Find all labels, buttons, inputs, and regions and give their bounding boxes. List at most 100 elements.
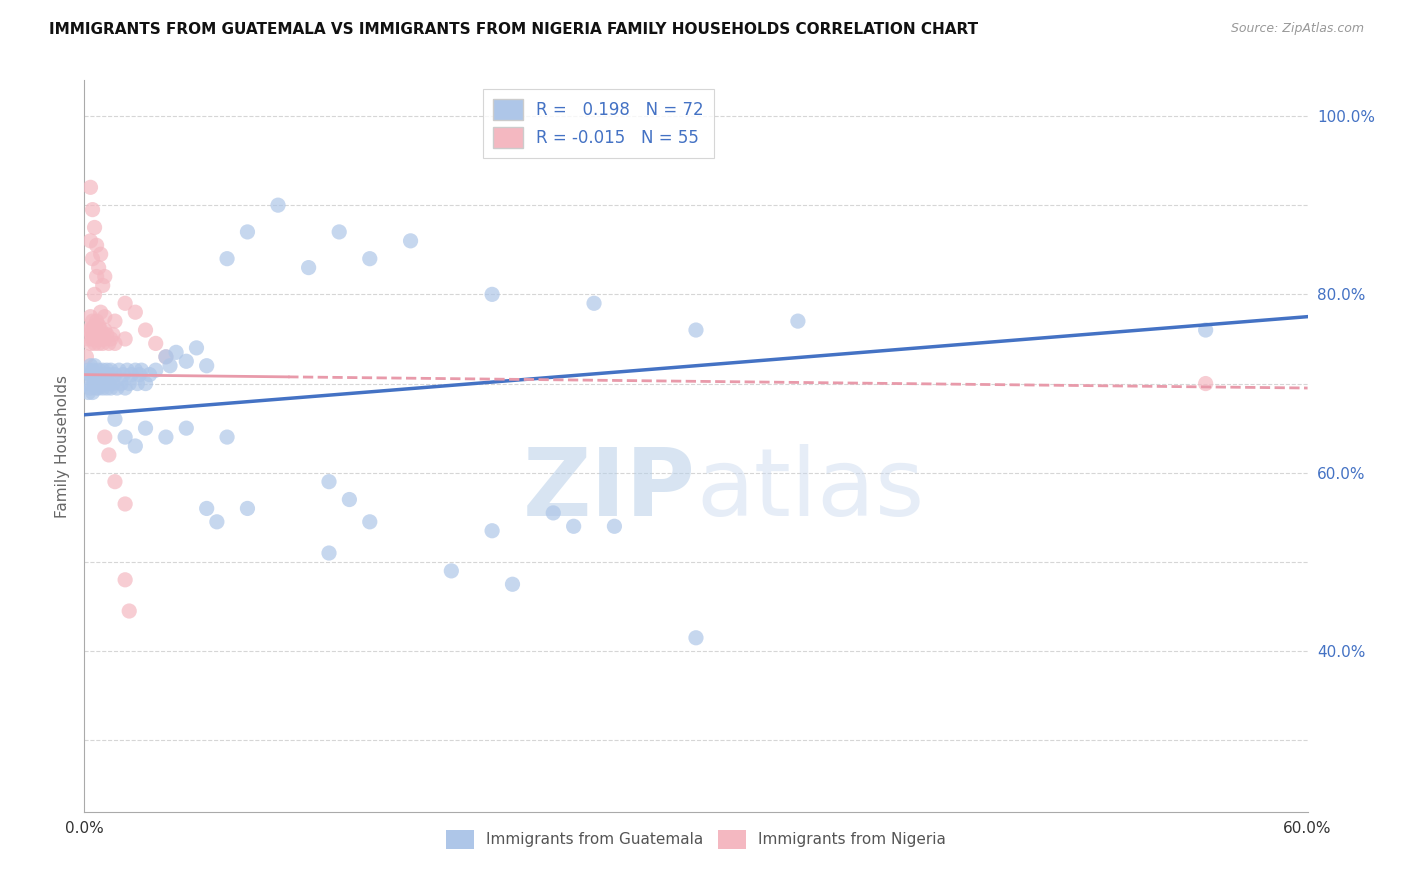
Point	[145, 363, 167, 377]
Point	[135, 323, 157, 337]
Point	[120, 368, 142, 382]
Point	[100, 381, 122, 395]
Point	[87, 363, 110, 377]
Point	[114, 332, 136, 346]
Text: IMMIGRANTS FROM GUATEMALA VS IMMIGRANTS FROM NIGERIA FAMILY HOUSEHOLDS CORRELATI: IMMIGRANTS FROM GUATEMALA VS IMMIGRANTS …	[49, 22, 979, 37]
Point	[236, 501, 259, 516]
Point	[82, 385, 104, 400]
Point	[115, 363, 138, 377]
Point	[195, 501, 218, 516]
Point	[87, 381, 110, 395]
Point	[359, 252, 381, 266]
Point	[174, 354, 197, 368]
Legend: Immigrants from Guatemala, Immigrants from Nigeria: Immigrants from Guatemala, Immigrants fr…	[440, 823, 952, 855]
Point	[79, 336, 101, 351]
Point	[127, 376, 149, 391]
Point	[131, 363, 153, 377]
Point	[90, 323, 112, 337]
Point	[145, 336, 167, 351]
Point	[93, 376, 115, 391]
Point	[97, 448, 120, 462]
Point	[128, 368, 150, 382]
Point	[174, 421, 197, 435]
Point	[114, 497, 136, 511]
Point	[603, 519, 626, 533]
Point	[79, 359, 101, 373]
Point	[91, 278, 114, 293]
Point	[77, 332, 100, 346]
Point	[93, 368, 115, 382]
Point	[86, 238, 108, 252]
Point	[83, 327, 105, 342]
Point	[79, 180, 101, 194]
Point	[1195, 323, 1218, 337]
Point	[75, 376, 97, 391]
Point	[562, 519, 585, 533]
Point	[93, 332, 115, 346]
Point	[155, 350, 177, 364]
Point	[77, 323, 100, 337]
Point	[685, 323, 707, 337]
Point	[195, 359, 218, 373]
Point	[101, 327, 124, 342]
Point	[118, 604, 141, 618]
Point	[359, 515, 381, 529]
Point	[83, 376, 105, 391]
Point	[328, 225, 350, 239]
Point	[87, 336, 110, 351]
Point	[135, 376, 157, 391]
Point	[205, 515, 228, 529]
Point	[82, 314, 104, 328]
Point	[1195, 376, 1218, 391]
Text: ZIP: ZIP	[523, 444, 696, 536]
Point	[96, 381, 118, 395]
Point	[104, 412, 127, 426]
Point	[86, 376, 108, 391]
Point	[86, 314, 108, 328]
Point	[135, 421, 157, 435]
Point	[318, 546, 340, 560]
Point	[79, 368, 101, 382]
Point	[124, 363, 146, 377]
Point	[75, 350, 97, 364]
Point	[339, 492, 361, 507]
Point	[90, 305, 112, 319]
Point	[481, 287, 503, 301]
Point	[267, 198, 290, 212]
Point	[83, 287, 105, 301]
Point	[86, 269, 108, 284]
Point	[114, 296, 136, 310]
Point	[93, 310, 115, 324]
Point	[217, 252, 239, 266]
Point	[87, 318, 110, 333]
Text: atlas: atlas	[696, 444, 924, 536]
Point	[90, 376, 112, 391]
Point	[159, 359, 181, 373]
Point	[79, 323, 101, 337]
Point	[114, 430, 136, 444]
Point	[502, 577, 524, 591]
Point	[440, 564, 463, 578]
Point	[124, 439, 146, 453]
Point	[155, 350, 177, 364]
Point	[79, 381, 101, 395]
Point	[583, 296, 606, 310]
Point	[100, 363, 122, 377]
Point	[217, 430, 239, 444]
Point	[91, 363, 114, 377]
Point	[93, 269, 115, 284]
Point	[124, 305, 146, 319]
Point	[82, 323, 104, 337]
Point	[93, 430, 115, 444]
Point	[96, 363, 118, 377]
Point	[90, 332, 112, 346]
Point	[87, 372, 110, 386]
Point	[83, 359, 105, 373]
Point	[90, 368, 112, 382]
Point	[165, 345, 187, 359]
Point	[104, 368, 127, 382]
Point	[685, 631, 707, 645]
Point	[481, 524, 503, 538]
Point	[186, 341, 208, 355]
Point	[90, 247, 112, 261]
